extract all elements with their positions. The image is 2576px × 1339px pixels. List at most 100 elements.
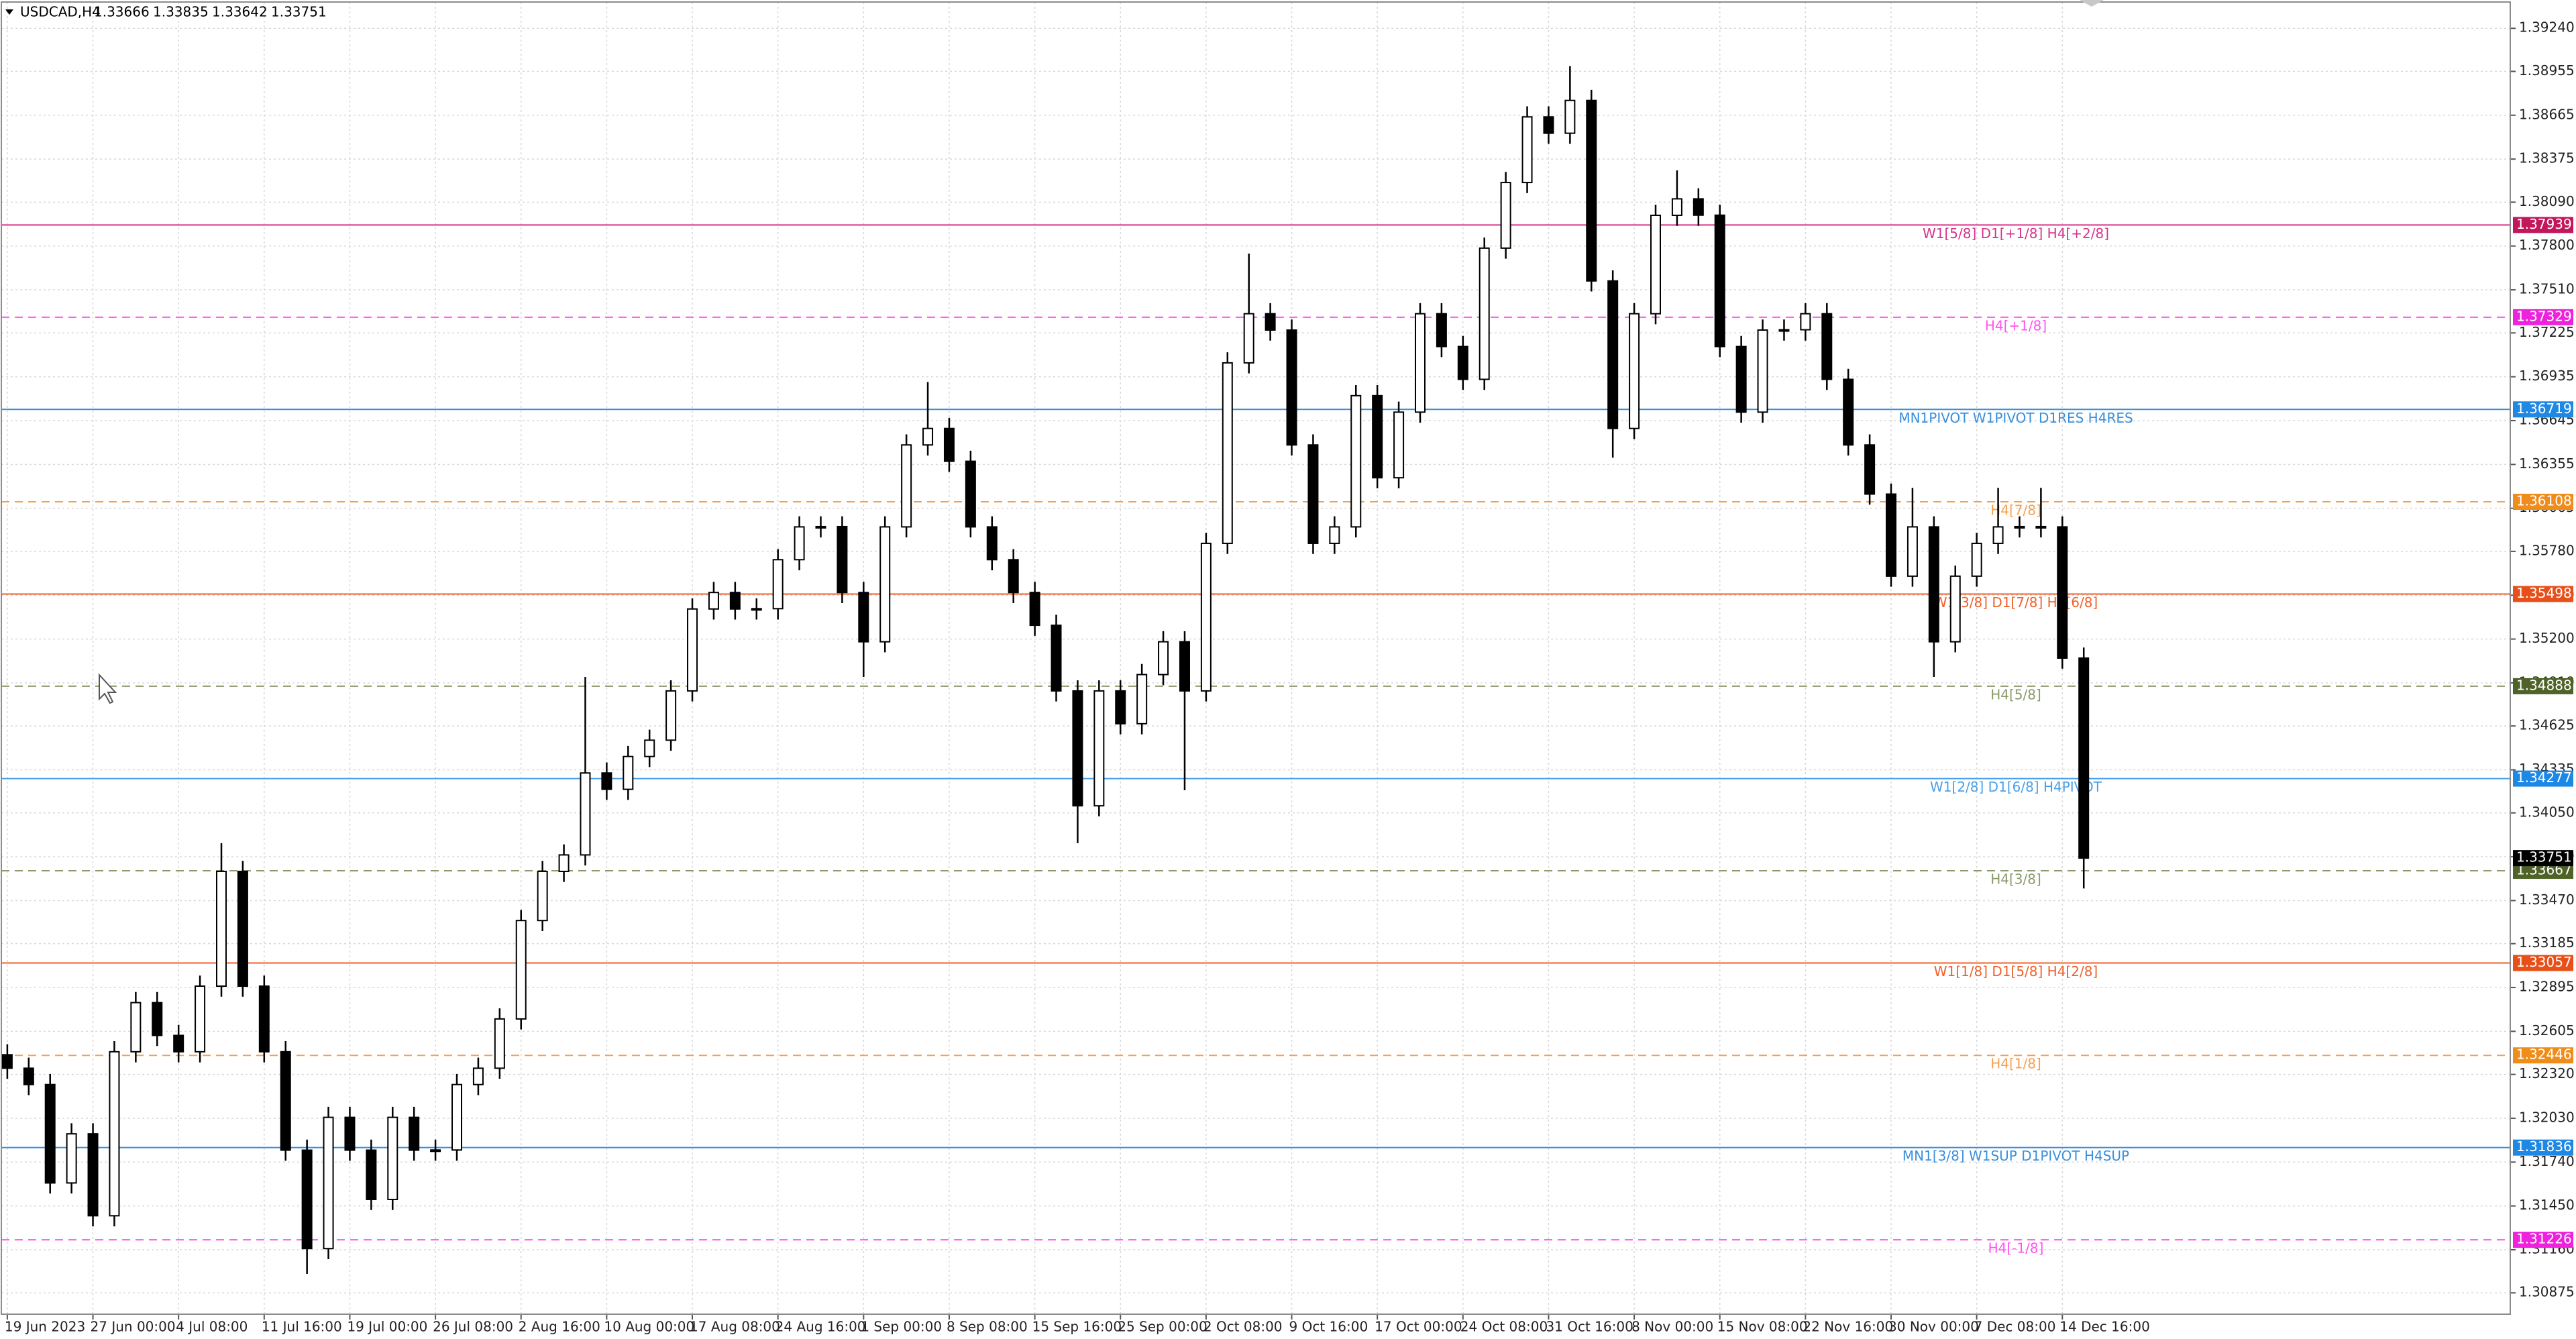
price-tag xyxy=(2513,850,2573,867)
candle-body xyxy=(901,444,912,528)
candle-body xyxy=(580,772,591,856)
candle-body xyxy=(1671,198,1682,216)
menu-arrow[interactable] xyxy=(5,9,13,15)
candle-body xyxy=(515,920,527,1020)
candle-body xyxy=(1864,444,1876,495)
level-label: H4[+1/8] xyxy=(1985,317,2047,333)
candle-body xyxy=(1949,575,1961,643)
y-tick-label: 1.31740 xyxy=(2519,1153,2575,1169)
candle-body xyxy=(1800,313,1811,331)
candle-body xyxy=(152,1002,163,1036)
candle-body xyxy=(1629,313,1640,429)
candle-body xyxy=(623,755,634,790)
candle-body xyxy=(687,608,698,692)
candle-body xyxy=(109,1051,120,1217)
y-tick-label: 1.38090 xyxy=(2519,193,2575,209)
level-tag xyxy=(2513,955,2573,971)
level-label: H4[1/8] xyxy=(1990,1056,2041,1072)
candle-body xyxy=(1115,690,1126,725)
x-tick-label: 14 Dec 16:00 xyxy=(2059,1319,2150,1335)
y-tick-label: 1.35780 xyxy=(2519,542,2575,558)
candle-body xyxy=(772,559,784,610)
candle-body xyxy=(1971,542,1982,577)
x-tick-label: 1 Sep 00:00 xyxy=(861,1319,942,1335)
candle-body xyxy=(1757,329,1768,413)
candle-body xyxy=(44,1083,56,1184)
candle-body xyxy=(1886,493,1897,577)
candle-body xyxy=(1372,394,1383,479)
axes: 1.39240 1.38955 1.38665 1.38375 1.38090 1.378… xyxy=(5,19,2575,1335)
y-tick-label: 1.36355 xyxy=(2519,456,2575,472)
candle-body xyxy=(1650,214,1662,315)
y-tick-label: 1.37800 xyxy=(2519,237,2575,253)
candle-body xyxy=(301,1149,313,1250)
candle-body xyxy=(2014,525,2025,529)
candle-body xyxy=(258,985,270,1053)
y-tick-label: 1.34625 xyxy=(2519,717,2575,733)
candle-body xyxy=(1735,345,1747,413)
candle-body xyxy=(1136,674,1148,725)
candle-body xyxy=(922,427,934,446)
candle-body xyxy=(1564,99,1576,134)
y-tick-label: 1.32030 xyxy=(2519,1109,2575,1125)
candle-body xyxy=(1265,313,1276,331)
x-tick-label: 10 Aug 00:00 xyxy=(604,1319,694,1335)
level-tag-label: 1.37329 xyxy=(2516,308,2572,324)
level-tag xyxy=(2513,678,2573,694)
candle-body xyxy=(815,525,826,529)
level-tag xyxy=(2513,1047,2573,1064)
candle-body xyxy=(794,526,805,561)
candle-body xyxy=(1,1054,13,1069)
symbol: USDCAD,H4 xyxy=(20,4,101,20)
y-tick-label: 1.35200 xyxy=(2519,630,2575,646)
candle-body xyxy=(2057,526,2068,659)
x-tick-label: 2 Oct 08:00 xyxy=(1203,1319,1283,1335)
y-tick-label: 1.38375 xyxy=(2519,150,2575,166)
candle-body xyxy=(451,1083,463,1151)
y-tick-label: 1.39240 xyxy=(2519,19,2575,36)
candle-body xyxy=(708,592,719,610)
candle-body xyxy=(1928,526,1939,643)
levels: W1[5/8] D1[+1/8] H4[+2/8] H4[+1/8] MN1PIVO… xyxy=(1,224,2510,1256)
level-tag-label: 1.34277 xyxy=(2516,769,2572,786)
candle-body xyxy=(858,592,869,643)
candle-body xyxy=(130,1002,142,1053)
y-tick-label: 1.36935 xyxy=(2519,368,2575,384)
x-tick-label: 22 Nov 16:00 xyxy=(1803,1319,1893,1335)
y-tick-label: 1.32895 xyxy=(2519,979,2575,995)
cursor xyxy=(99,673,117,704)
candle-body xyxy=(1907,526,1918,577)
level-tag xyxy=(2513,586,2573,602)
level-tag xyxy=(2513,493,2573,510)
x-tick-label: 25 Sep 00:00 xyxy=(1118,1319,1208,1335)
x-tick-label: 19 Jul 00:00 xyxy=(347,1319,427,1335)
y-tick-label: 1.32605 xyxy=(2519,1022,2575,1038)
candle-body xyxy=(1072,690,1083,807)
y-tick-label: 1.38665 xyxy=(2519,106,2575,122)
candle-body xyxy=(1243,313,1254,364)
candle-body xyxy=(1436,313,1447,347)
candle-body xyxy=(558,854,570,872)
candle-body xyxy=(751,608,762,611)
level-tag-label: 1.31226 xyxy=(2516,1231,2572,1247)
candle-body xyxy=(1586,99,1597,282)
candle-body xyxy=(986,526,998,561)
candle-body xyxy=(1179,641,1190,692)
x-tick-label: 24 Oct 08:00 xyxy=(1460,1319,1548,1335)
candle-body xyxy=(729,592,741,610)
candle-body xyxy=(837,525,848,594)
candle-body xyxy=(665,690,677,741)
candle-body xyxy=(2078,657,2090,859)
candle-body xyxy=(1200,542,1212,692)
y-tick-label: 1.33470 xyxy=(2519,892,2575,908)
level-label: W1[5/8] D1[+1/8] H4[+2/8] xyxy=(1923,225,2109,242)
level-tag-label: 1.37939 xyxy=(2516,216,2572,232)
candle-body xyxy=(1821,313,1833,380)
candle-body xyxy=(1393,411,1405,479)
candle-body xyxy=(1051,625,1062,692)
candle-body xyxy=(66,1133,77,1184)
candle-body xyxy=(1093,690,1105,807)
candle-body xyxy=(409,1116,420,1151)
